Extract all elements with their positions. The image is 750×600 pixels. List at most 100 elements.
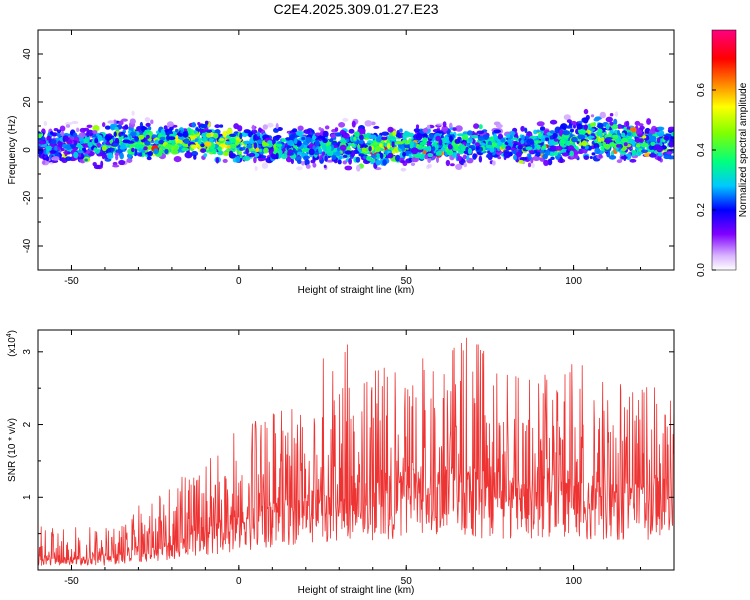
heatmap-cell — [138, 144, 145, 149]
heatmap-cell — [391, 141, 395, 148]
heatmap-cell — [363, 133, 368, 139]
heatmap-cell — [296, 166, 303, 171]
heatmap-cell — [92, 130, 98, 135]
y-tick-label: -40 — [22, 238, 33, 253]
y-tick-label: 2 — [22, 421, 33, 427]
heatmap-cell — [160, 128, 165, 136]
heatmap-cell — [273, 127, 279, 133]
heatmap-cell — [462, 154, 467, 160]
heatmap-cell — [275, 134, 282, 139]
heatmap-cell — [163, 125, 168, 130]
heatmap-cell — [175, 128, 179, 132]
heatmap-cell — [445, 159, 451, 167]
heatmap-cell — [593, 117, 600, 122]
heatmap-cell — [597, 128, 603, 133]
svg-text:(x104): (x104) — [6, 330, 18, 357]
heatmap-cell — [217, 151, 225, 155]
heatmap-cell — [262, 124, 268, 130]
heatmap-cell — [505, 145, 512, 151]
heatmap-cell — [289, 133, 296, 140]
heatmap-cell — [640, 143, 649, 148]
heatmap-cell — [86, 130, 90, 138]
spectrogram-x-ticks: -50 0 50 100 — [37, 30, 675, 287]
heatmap-cell — [627, 132, 632, 137]
heatmap-cell — [571, 120, 577, 126]
heatmap-cell — [616, 144, 621, 148]
heatmap-cell — [427, 163, 432, 169]
heatmap-cell — [416, 145, 424, 150]
heatmap-cell — [389, 136, 396, 140]
heatmap-cell — [50, 150, 57, 154]
heatmap-cell — [549, 119, 558, 125]
heatmap-cell — [246, 144, 253, 149]
heatmap-cell — [535, 150, 541, 157]
heatmap-cell — [278, 146, 282, 151]
heatmap-cell — [381, 136, 388, 141]
heatmap-cell — [402, 152, 407, 157]
heatmap-cell — [379, 152, 384, 159]
heatmap-cell — [353, 136, 357, 141]
heatmap-cell — [238, 150, 243, 155]
heatmap-cell — [354, 131, 360, 138]
heatmap-cell — [50, 139, 57, 145]
heatmap-cell — [193, 130, 197, 134]
heatmap-cell — [536, 144, 541, 150]
heatmap-cell — [301, 161, 305, 166]
heatmap-cell — [666, 151, 673, 155]
heatmap-cell — [489, 136, 495, 141]
heatmap-cell — [144, 129, 151, 133]
heatmap-cell — [500, 144, 505, 150]
heatmap-cell — [541, 138, 546, 142]
heatmap-cell — [337, 146, 341, 152]
heatmap-cell — [583, 155, 590, 161]
heatmap-cell — [170, 149, 179, 155]
heatmap-cell — [520, 125, 525, 132]
heatmap-cell — [563, 114, 571, 121]
heatmap-cell — [527, 162, 532, 168]
heatmap-cell — [193, 154, 197, 160]
heatmap-cell — [140, 125, 147, 132]
heatmap-cell — [213, 132, 219, 139]
heatmap-cell — [489, 147, 495, 153]
heatmap-cell — [339, 139, 347, 143]
x-tick-label: 100 — [565, 276, 582, 287]
heatmap-cell — [485, 144, 493, 149]
heatmap-cell — [562, 152, 570, 157]
heatmap-cell — [344, 150, 352, 155]
heatmap-cell — [609, 143, 617, 147]
heatmap-cell — [42, 160, 46, 165]
heatmap-cell — [399, 128, 403, 133]
heatmap-cell — [319, 155, 323, 160]
heatmap-cell — [555, 145, 563, 151]
heatmap-cell — [338, 122, 346, 128]
heatmap-cell — [107, 152, 113, 157]
heatmap-cell — [370, 154, 378, 158]
heatmap-cell — [93, 164, 101, 170]
heatmap-cell — [413, 153, 422, 159]
heatmap-cell — [460, 144, 466, 152]
heatmap-cell — [235, 155, 241, 163]
heatmap-cell — [197, 139, 202, 145]
heatmap-cell — [314, 139, 320, 147]
heatmap-cell — [73, 140, 78, 146]
heatmap-cell — [409, 141, 414, 148]
heatmap-cell — [146, 134, 150, 139]
heatmap-cell — [94, 137, 99, 143]
heatmap-cell — [435, 135, 442, 142]
heatmap-cell — [455, 125, 463, 132]
heatmap-cell — [468, 137, 473, 142]
heatmap-cell — [230, 143, 237, 149]
heatmap-cell — [532, 155, 541, 161]
heatmap-cell — [335, 151, 341, 157]
heatmap-cell — [519, 157, 528, 161]
heatmap-cell — [629, 158, 637, 163]
snr-frame — [37, 329, 675, 571]
heatmap-cell — [643, 152, 651, 158]
heatmap-cell — [344, 165, 353, 171]
heatmap-cell — [355, 156, 361, 163]
heatmap-cell — [329, 138, 334, 143]
heatmap-cell — [351, 120, 356, 128]
heatmap-cell — [572, 154, 579, 159]
spectrogram-panel: -50 0 50 100 -40 -20 0 20 40 Height of straight… — [7, 29, 675, 296]
heatmap-cell — [184, 151, 193, 159]
